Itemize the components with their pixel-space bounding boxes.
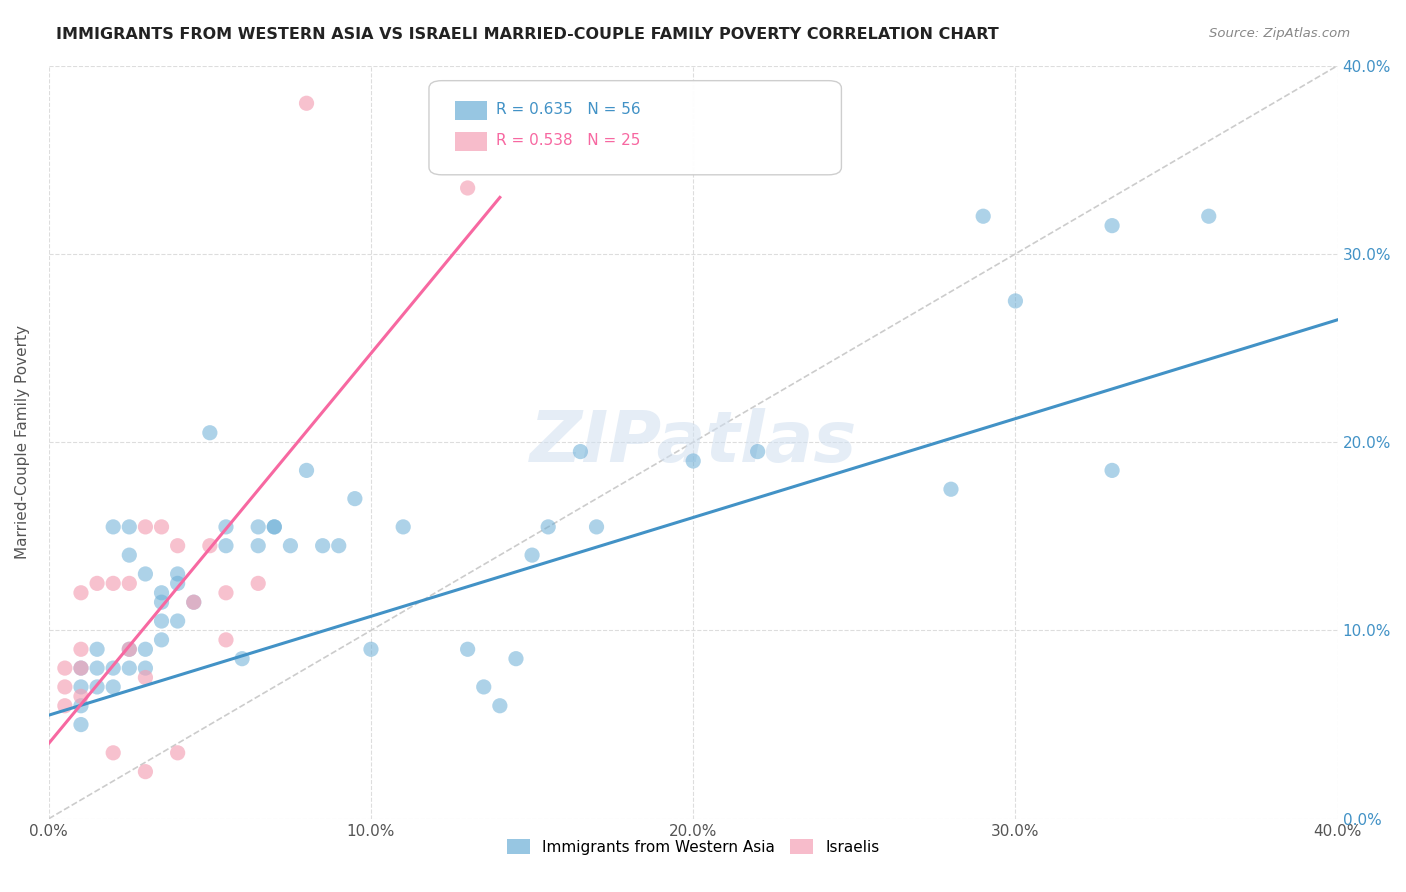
Point [1101, 219, 1123, 233]
Point [489, 698, 512, 713]
Point [247, 539, 270, 553]
Point [118, 576, 141, 591]
Point [360, 642, 382, 657]
Y-axis label: Married-Couple Family Poverty: Married-Couple Family Poverty [15, 326, 30, 559]
Point [134, 520, 156, 534]
Point [166, 539, 188, 553]
Point [86, 680, 108, 694]
Point [70, 717, 93, 731]
Bar [454, 101, 486, 120]
Point [166, 576, 188, 591]
Point [972, 209, 994, 223]
Point [70, 698, 93, 713]
Point [103, 520, 125, 534]
Text: IMMIGRANTS FROM WESTERN ASIA VS ISRAELI MARRIED-COUPLE FAMILY POVERTY CORRELATIO: IMMIGRANTS FROM WESTERN ASIA VS ISRAELI … [56, 27, 1000, 42]
Point [198, 539, 221, 553]
Point [70, 680, 93, 694]
Point [70, 690, 93, 704]
Point [472, 680, 495, 694]
Point [86, 642, 108, 657]
Point [457, 642, 479, 657]
Point [247, 520, 270, 534]
Point [505, 651, 527, 665]
Point [134, 661, 156, 675]
Point [134, 566, 156, 581]
Point [457, 181, 479, 195]
Point [215, 586, 238, 600]
Text: R = 0.635   N = 56: R = 0.635 N = 56 [496, 102, 641, 117]
Point [939, 482, 962, 496]
Point [166, 566, 188, 581]
Point [166, 614, 188, 628]
Point [53, 698, 76, 713]
Point [183, 595, 205, 609]
Point [198, 425, 221, 440]
Point [103, 680, 125, 694]
Point [537, 520, 560, 534]
Point [86, 576, 108, 591]
Point [311, 539, 333, 553]
Point [86, 661, 108, 675]
Point [747, 444, 769, 458]
Point [295, 463, 318, 477]
Point [70, 642, 93, 657]
Point [70, 586, 93, 600]
Point [166, 746, 188, 760]
Point [53, 680, 76, 694]
Text: R = 0.538   N = 25: R = 0.538 N = 25 [496, 133, 640, 148]
Point [328, 539, 350, 553]
Point [231, 651, 253, 665]
Point [585, 520, 607, 534]
Text: Source: ZipAtlas.com: Source: ZipAtlas.com [1209, 27, 1350, 40]
Point [150, 614, 173, 628]
Point [150, 586, 173, 600]
Point [215, 632, 238, 647]
Point [134, 671, 156, 685]
Point [118, 642, 141, 657]
FancyBboxPatch shape [429, 80, 841, 175]
Point [118, 548, 141, 562]
Bar [454, 132, 486, 151]
Point [682, 454, 704, 468]
Point [103, 661, 125, 675]
Point [70, 661, 93, 675]
Point [280, 539, 302, 553]
Point [392, 520, 415, 534]
Legend: Immigrants from Western Asia, Israelis: Immigrants from Western Asia, Israelis [498, 830, 889, 863]
Point [343, 491, 366, 506]
Point [70, 661, 93, 675]
Point [134, 764, 156, 779]
Point [103, 746, 125, 760]
Point [150, 595, 173, 609]
Point [118, 520, 141, 534]
Point [150, 632, 173, 647]
Point [1004, 293, 1026, 308]
Point [215, 539, 238, 553]
Point [1198, 209, 1220, 223]
Point [183, 595, 205, 609]
Point [295, 96, 318, 111]
Point [263, 520, 285, 534]
Point [150, 520, 173, 534]
Point [569, 444, 592, 458]
Point [520, 548, 543, 562]
Point [263, 520, 285, 534]
Point [215, 520, 238, 534]
Point [118, 661, 141, 675]
Point [1101, 463, 1123, 477]
Point [103, 576, 125, 591]
Point [247, 576, 270, 591]
Point [118, 642, 141, 657]
Text: ZIPatlas: ZIPatlas [530, 408, 856, 476]
Point [53, 661, 76, 675]
Point [134, 642, 156, 657]
